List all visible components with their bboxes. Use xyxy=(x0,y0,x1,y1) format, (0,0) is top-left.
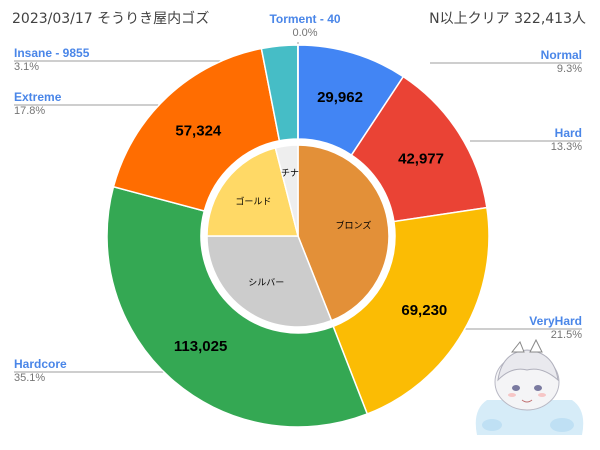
inner-slice-1 xyxy=(297,144,390,322)
legend-label-normal: Normal 9.3% xyxy=(541,48,582,76)
outer-value-labels: 29,962 42,977 69,230 113,025 57,324 xyxy=(174,89,447,355)
inner-pie xyxy=(206,144,390,328)
legend-series-name: Torment - 40 xyxy=(269,12,341,26)
outer-value-label: 57,324 xyxy=(175,122,222,139)
inner-slice-2 xyxy=(206,235,333,328)
inner-slice-label: ゴールド xyxy=(235,195,271,207)
legend-percent: 0.0% xyxy=(292,27,318,39)
legend-series-name: Hardcore xyxy=(14,357,67,371)
legend-label-extreme: Extreme 17.8% xyxy=(14,90,61,118)
chibi-character-watermark xyxy=(475,338,584,435)
outer-ring xyxy=(106,44,490,428)
legend-label-hardcore: Hardcore 35.1% xyxy=(14,357,67,385)
inner-slice-4 xyxy=(274,144,299,237)
legend-percent: 13.3% xyxy=(550,141,582,153)
outer-slice-hardcore xyxy=(106,185,369,428)
legend-percent: 9.3% xyxy=(556,63,582,75)
inner-slice-3 xyxy=(206,146,299,237)
legend-label-insane-9855: Insane - 9855 3.1% xyxy=(14,46,89,74)
inner-slice-label: シルバー xyxy=(248,278,284,289)
legend-series-name: Normal xyxy=(540,48,582,62)
outer-slice-veryhard xyxy=(332,206,490,415)
legend-series-name: Extreme xyxy=(14,90,62,104)
outer-slice-extreme xyxy=(112,47,281,212)
chart-title: 2023/03/17 そうりき屋内ゴズ xyxy=(12,11,210,27)
legend-percent: 21.5% xyxy=(550,329,582,341)
inner-slice-label: チナ xyxy=(281,168,299,179)
legend-percent: 35.1% xyxy=(14,372,46,384)
legend-series-name: Insane - 9855 xyxy=(14,46,90,60)
legend-series-name: Hard xyxy=(554,126,582,140)
legend-series-name: VeryHard xyxy=(529,314,582,328)
outer-value-label: 69,230 xyxy=(401,302,447,319)
legend-percent: 17.8% xyxy=(14,105,46,117)
chart-subtitle: N以上クリア 322,413人 xyxy=(429,11,586,27)
inner-slice-label: ブロンズ xyxy=(336,219,372,231)
outer-value-label: 113,025 xyxy=(174,338,227,355)
outer-value-label: 29,962 xyxy=(317,89,363,106)
outer-value-label: 42,977 xyxy=(398,150,444,167)
legend-label-veryhard: VeryHard 21.5% xyxy=(529,314,582,342)
legend-label-torment-40: Torment - 40 0.0% xyxy=(265,12,345,40)
legend-percent: 3.1% xyxy=(14,61,40,73)
legend-label-hard: Hard 13.3% xyxy=(551,126,582,154)
